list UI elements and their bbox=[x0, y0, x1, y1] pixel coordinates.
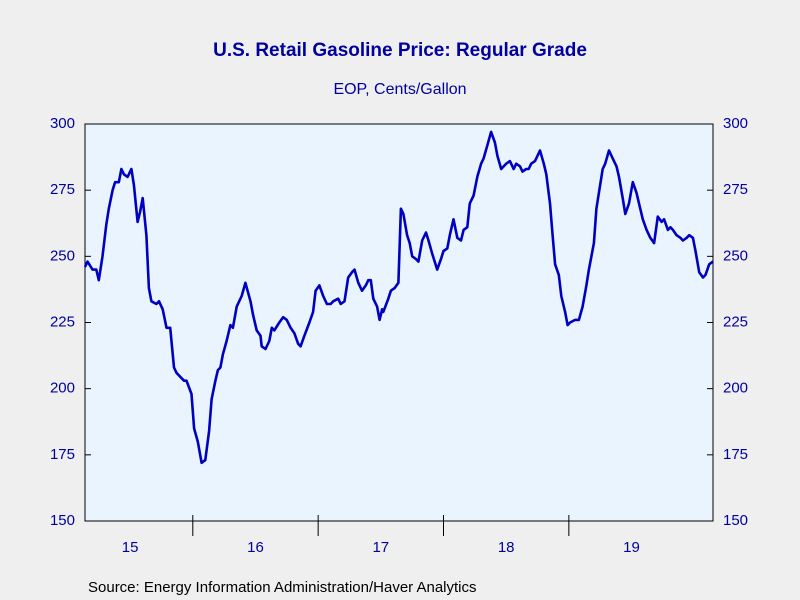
y2-tick-label: 175 bbox=[723, 446, 748, 463]
y-tick-label: 175 bbox=[50, 446, 75, 463]
chart-subtitle: EOP, Cents/Gallon bbox=[333, 81, 466, 98]
y2-tick-label: 225 bbox=[723, 313, 748, 330]
y-tick-label: 225 bbox=[50, 313, 75, 330]
x-tick-label: 17 bbox=[372, 539, 389, 556]
y2-tick-label: 300 bbox=[723, 115, 748, 132]
y2-tick-label: 275 bbox=[723, 181, 748, 198]
source-note: Source: Energy Information Administratio… bbox=[88, 579, 477, 596]
y-tick-label: 200 bbox=[50, 380, 75, 397]
x-tick-label: 19 bbox=[623, 539, 640, 556]
price-line bbox=[83, 130, 714, 465]
y2-tick-label: 250 bbox=[723, 247, 748, 264]
chart-title: U.S. Retail Gasoline Price: Regular Grad… bbox=[213, 40, 587, 61]
x-tick-label: 16 bbox=[247, 539, 264, 556]
y-tick-label: 150 bbox=[50, 512, 75, 529]
y-tick-label: 300 bbox=[50, 115, 75, 132]
y2-tick-label: 150 bbox=[723, 512, 748, 529]
plot-area bbox=[84, 123, 714, 522]
y2-tick-label: 200 bbox=[723, 380, 748, 397]
y-tick-label: 250 bbox=[50, 247, 75, 264]
x-tick-label: 18 bbox=[498, 539, 515, 556]
x-tick-label: 15 bbox=[122, 539, 139, 556]
y-tick-label: 275 bbox=[50, 181, 75, 198]
